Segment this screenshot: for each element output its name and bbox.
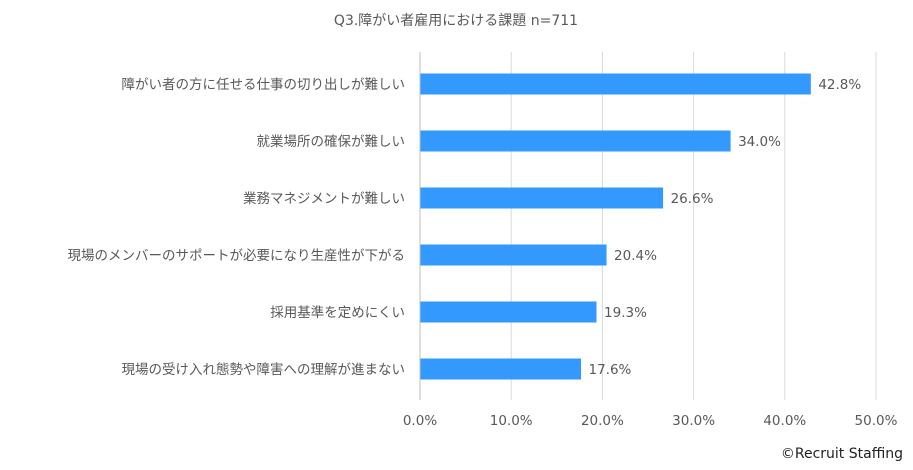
- category-label: 業務マネジメントが難しい: [243, 191, 405, 207]
- bars: [420, 73, 811, 380]
- category-label: 就業場所の確保が難しい: [257, 134, 406, 150]
- data-labels: 42.8% 34.0% 26.6% 20.4% 19.3% 17.6%: [589, 77, 862, 378]
- x-tick-label: 50.0%: [855, 413, 898, 429]
- x-tick-label: 30.0%: [672, 413, 715, 429]
- category-labels: 障がい者の方に任せる仕事の切り出しが難しい就業場所の確保が難しい業務マネジメント…: [68, 77, 406, 378]
- chart-title: Q3.障がい者雇用における課題 n=711: [334, 12, 578, 29]
- bar: [420, 301, 597, 323]
- data-label: 42.8%: [818, 77, 861, 93]
- data-label: 34.0%: [738, 134, 781, 150]
- gridlines: [419, 52, 877, 400]
- data-label: 19.3%: [604, 305, 647, 321]
- category-label: 現場のメンバーのサポートが必要になり生産性が下がる: [68, 248, 406, 264]
- bar: [420, 244, 607, 266]
- x-tick-label: 20.0%: [581, 413, 624, 429]
- data-label: 17.6%: [589, 362, 632, 378]
- category-label: 現場の受け入れ態勢や障害への理解が進まない: [122, 362, 406, 378]
- data-label: 26.6%: [671, 191, 714, 207]
- x-tick-label: 0.0%: [403, 413, 437, 429]
- bar: [420, 73, 811, 95]
- bar: [420, 130, 731, 152]
- category-label: 採用基準を定めにくい: [270, 304, 405, 321]
- x-tick-label: 10.0%: [490, 413, 533, 429]
- data-label: 20.4%: [614, 248, 657, 264]
- x-tick-label: 40.0%: [763, 413, 806, 429]
- bar: [420, 187, 664, 209]
- x-axis-tick-labels: 0.0% 10.0% 20.0% 30.0% 40.0% 50.0%: [403, 413, 898, 429]
- bar: [420, 358, 582, 380]
- copyright-credit: ©Recruit Staffing: [780, 446, 903, 462]
- category-label: 障がい者の方に任せる仕事の切り出しが難しい: [122, 77, 406, 93]
